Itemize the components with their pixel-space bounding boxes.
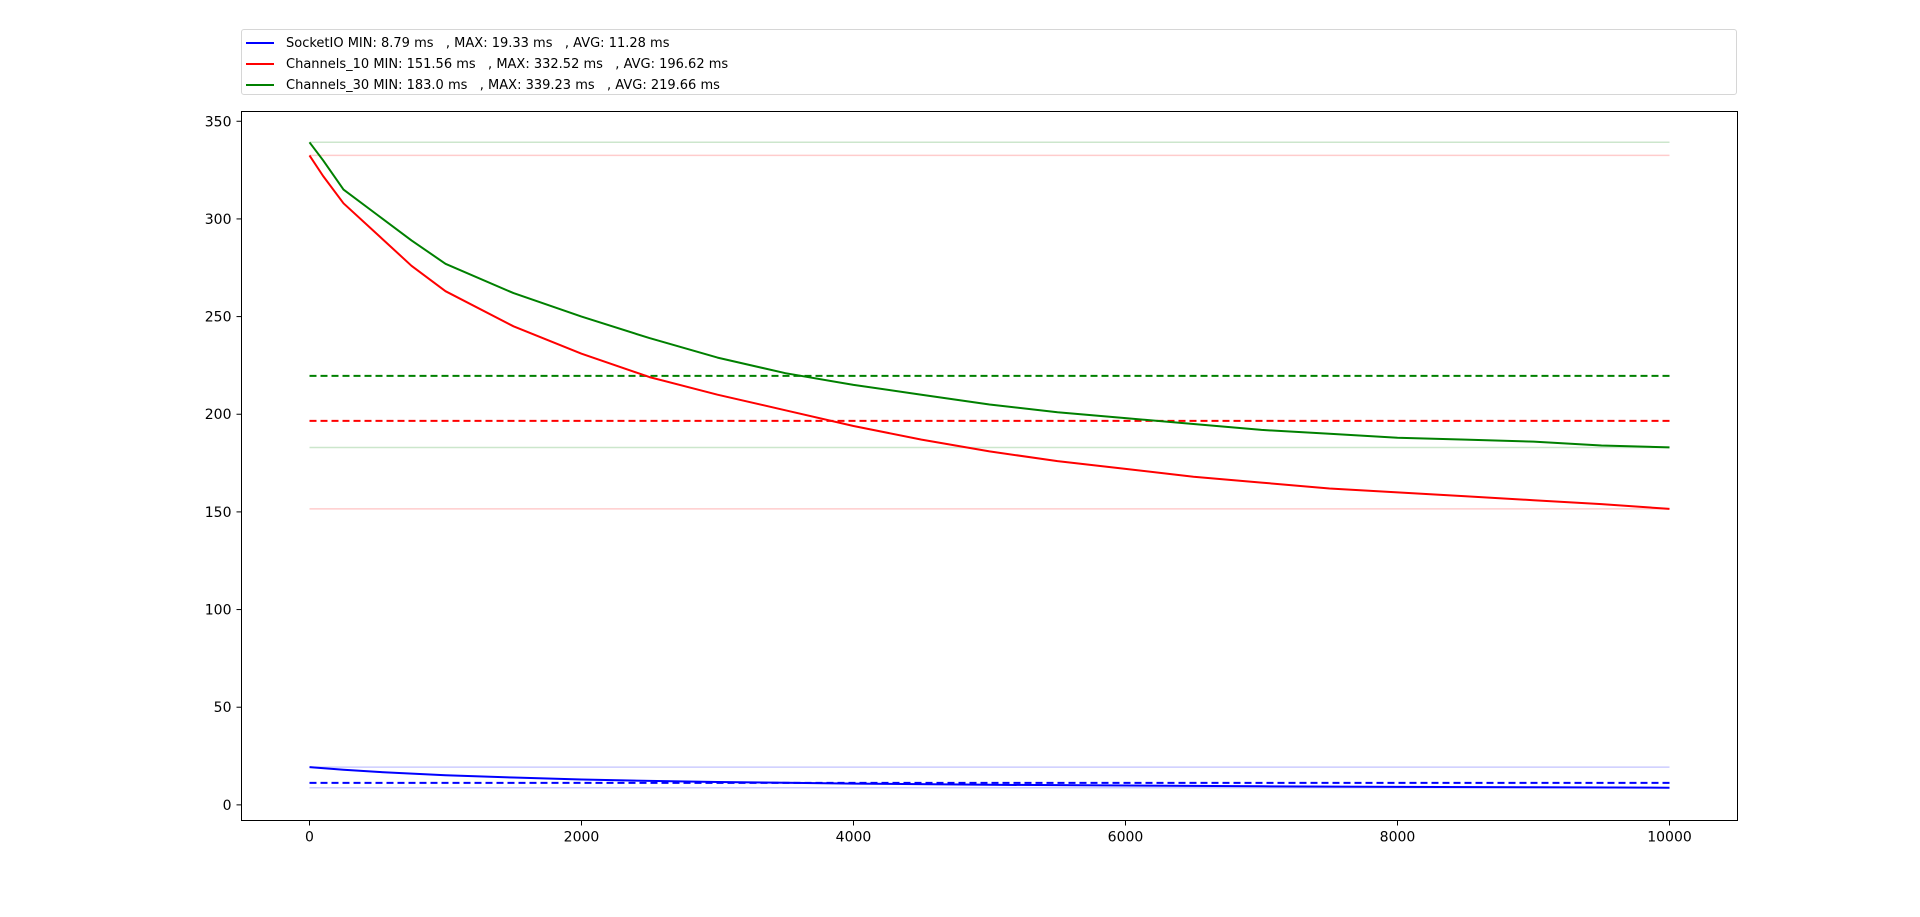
y-tick-label: 0 [223,798,232,814]
series-lines [308,141,1670,789]
legend-item-socketio: SocketIO MIN: 8.79 ms , MAX: 19.33 ms , … [246,33,669,53]
y-tick-label: 50 [214,700,232,716]
x-tick-label: 8000 [1380,830,1416,846]
reference-lines [309,141,1670,789]
legend-item-channels-10: Channels_10 MIN: 151.56 ms , MAX: 332.52… [246,54,728,74]
channels-30-series-line [308,141,1670,449]
x-tick-label: 4000 [836,830,872,846]
legend-label-channels-30: Channels_30 MIN: 183.0 ms , MAX: 339.23 … [286,77,720,93]
average-lines [309,374,1670,784]
legend-label-channels-10: Channels_10 MIN: 151.56 ms , MAX: 332.52… [286,56,729,72]
y-tick-label: 150 [205,505,232,521]
x-axis: 0 2000 4000 6000 8000 10000 [305,820,1692,846]
y-tick-label: 250 [205,310,232,326]
legend-swatch-channels-10 [246,63,274,65]
x-tick-label: 0 [305,830,314,846]
channels-10-series-line [308,154,1670,510]
x-tick-label: 10000 [1647,830,1692,846]
legend-label-socketio: SocketIO MIN: 8.79 ms , MAX: 19.33 ms , … [286,35,670,51]
y-axis: 0 50 100 150 200 250 300 350 [205,114,242,814]
x-tick-label: 6000 [1108,830,1144,846]
y-tick-label: 350 [205,114,232,130]
y-tick-label: 100 [205,603,232,619]
legend-swatch-channels-30 [246,84,274,86]
socketio-series-line [309,766,1670,789]
chart-legend: SocketIO MIN: 8.79 ms , MAX: 19.33 ms , … [241,29,1737,95]
y-tick-label: 200 [205,407,232,423]
legend-item-channels-30: Channels_30 MIN: 183.0 ms , MAX: 339.23 … [246,75,720,95]
x-tick-label: 2000 [564,830,600,846]
y-tick-label: 300 [205,212,232,228]
legend-swatch-socketio [246,42,274,44]
plot-frame [241,111,1738,821]
